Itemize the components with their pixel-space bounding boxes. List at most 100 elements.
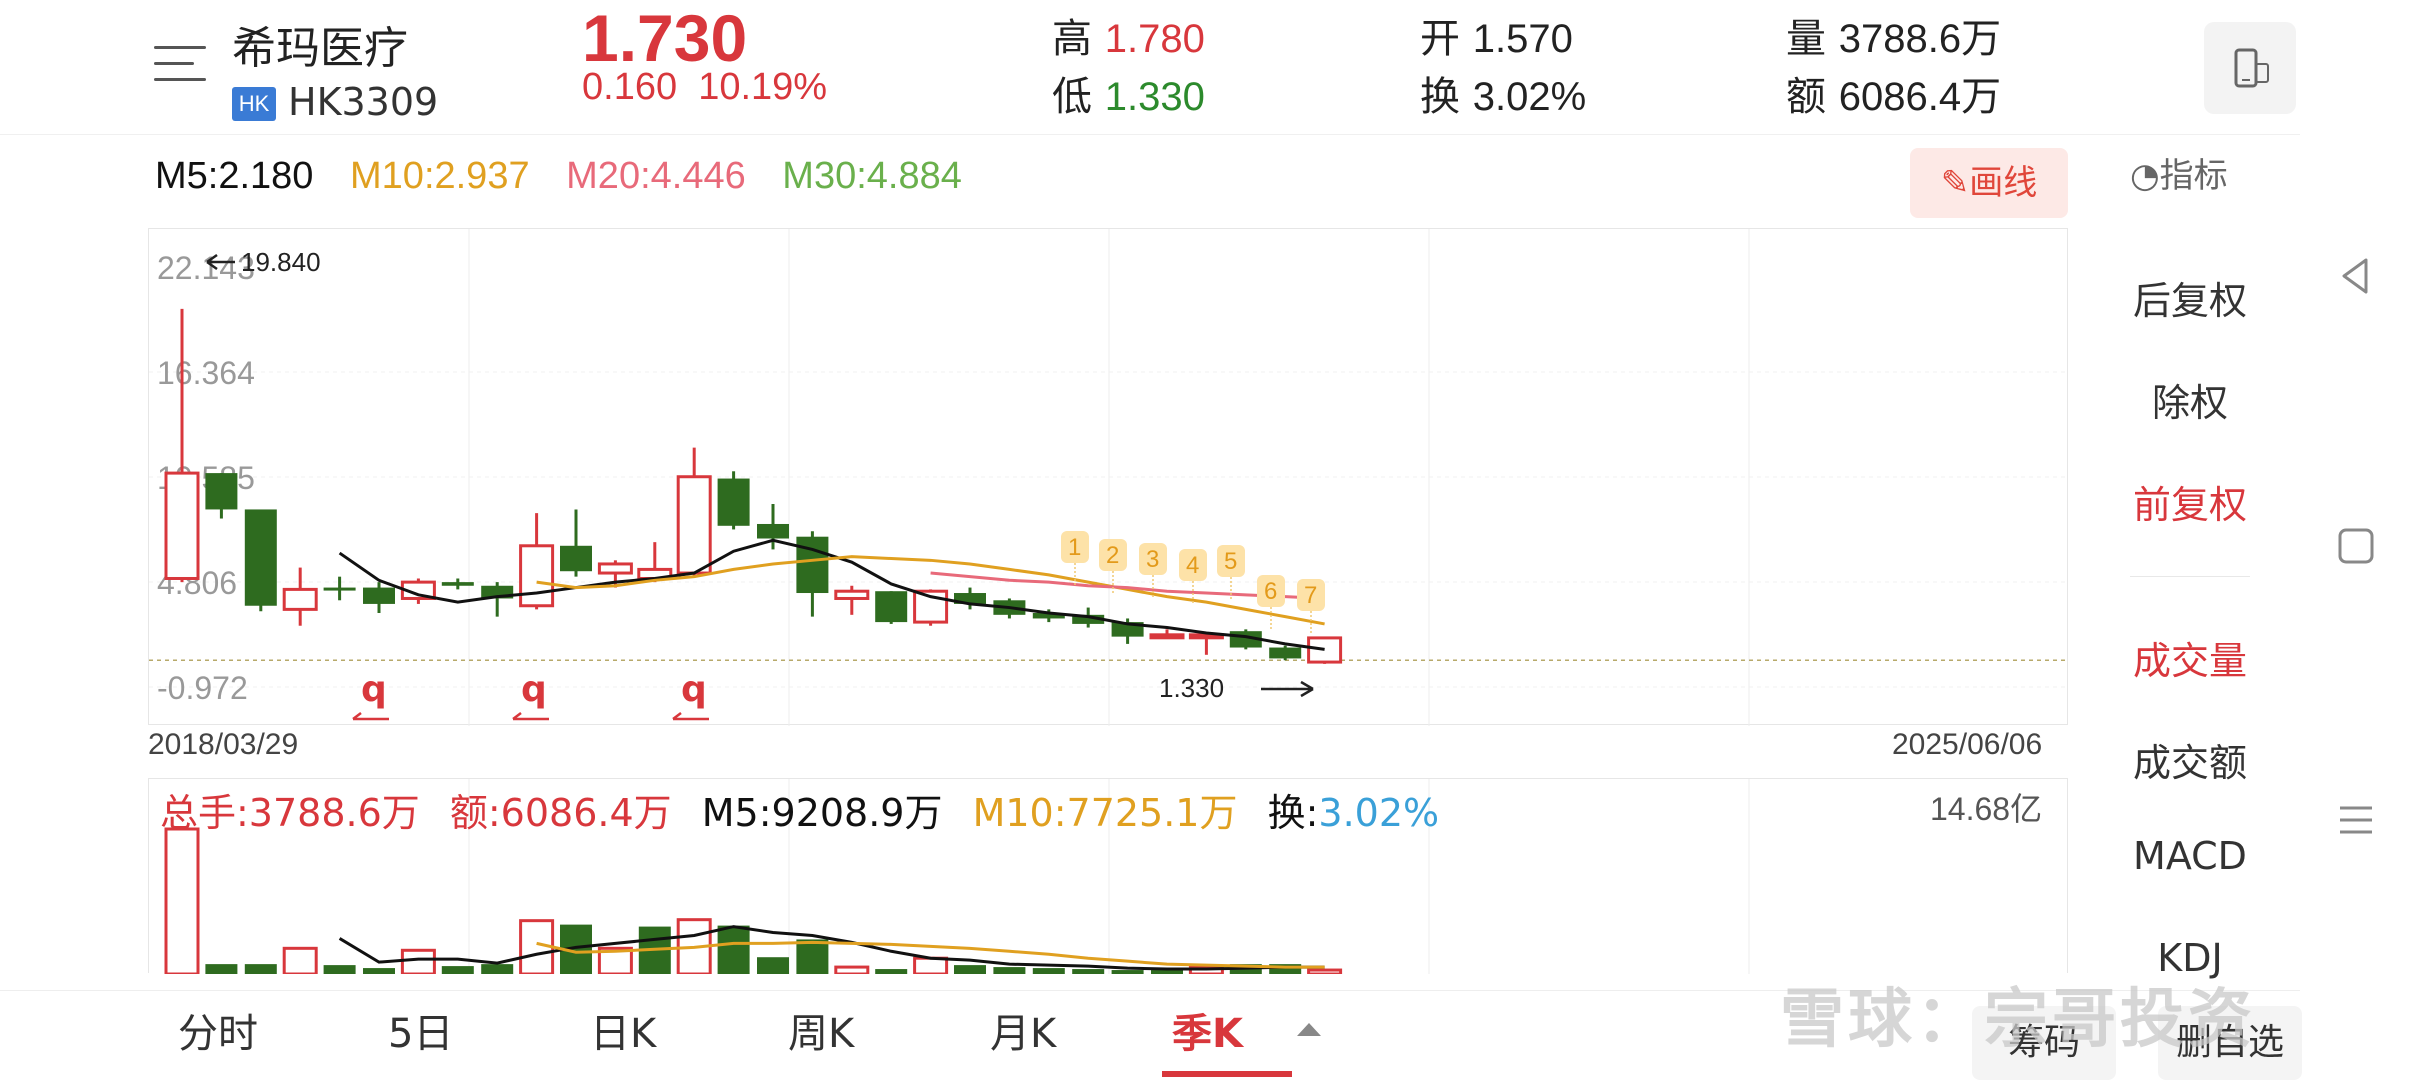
volume-bar-up — [913, 956, 949, 976]
volume-bar-down — [323, 965, 356, 974]
turnover-label: 换 — [1420, 74, 1460, 120]
tab-5day[interactable]: 5日 — [388, 1011, 454, 1057]
side-item-amount[interactable]: 成交额 — [2132, 741, 2247, 785]
indicator-button[interactable]: ◔指标 — [2130, 148, 2228, 197]
volume-ma10-line — [536, 940, 1325, 969]
candle-down — [205, 473, 238, 510]
candle-down — [560, 545, 592, 572]
stock-code: HK3309 — [288, 80, 439, 124]
candle-up — [519, 544, 555, 608]
candle-down — [954, 593, 986, 604]
numbered-marker-label: 7 — [1304, 582, 1317, 609]
volume-max-label: 14.68亿 — [1930, 791, 2043, 827]
system-nav-bar — [2300, 0, 2414, 1080]
high-stat: 高 1.780 — [1052, 6, 1205, 64]
volume-turnover-value: 3.02% — [1318, 791, 1440, 835]
candle-up — [1188, 633, 1224, 640]
active-tab-indicator — [1162, 1071, 1292, 1077]
numbered-marker-badge — [1139, 543, 1167, 575]
side-item-volume[interactable]: 成交量 — [2132, 639, 2247, 683]
volume-bar-down — [205, 964, 238, 974]
volume-bar-down — [993, 967, 1026, 974]
draw-line-button[interactable]: ✎画线 — [1910, 148, 2068, 218]
volume-bar-up — [519, 919, 555, 976]
volume-label: 量 — [1786, 16, 1826, 62]
volume-bar-up — [282, 946, 318, 976]
ma20-label: M20:4.446 — [566, 155, 746, 197]
volume-legend: 总手:3788.6万 额:6086.4万 M5:9208.9万 M10:7725… — [160, 782, 1457, 837]
volume-value: 3788.6万 — [1838, 17, 2002, 61]
kline-chart[interactable]: 22.14316.36410.5854.806-0.97219.8401.330… — [148, 228, 2069, 726]
low-price-marker: 1.330 — [1159, 673, 1224, 703]
y-tick-label: 22.143 — [157, 250, 255, 286]
landscape-toggle-button[interactable] — [2204, 22, 2296, 114]
candle-down — [363, 587, 395, 604]
remove-watchlist-button[interactable]: 删自选 — [2158, 1006, 2302, 1080]
high-label: 高 — [1052, 16, 1092, 62]
back-icon[interactable] — [2334, 254, 2378, 298]
candle-down — [244, 509, 277, 606]
open-stat: 开 1.570 — [1420, 6, 1573, 64]
volume-turnover-label: 换: — [1267, 791, 1319, 835]
candle-down — [1269, 647, 1302, 659]
tab-intraday[interactable]: 分时 — [178, 1011, 258, 1057]
volume-chart[interactable] — [148, 778, 2068, 976]
candle-up — [597, 562, 633, 575]
ma30-label: M30:4.884 — [782, 155, 962, 197]
high-value: 1.780 — [1104, 17, 1205, 61]
pencil-icon: ✎ — [1940, 163, 1970, 203]
recents-icon[interactable] — [2336, 800, 2376, 840]
volume-bar-down — [481, 964, 514, 974]
event-marker-q: q — [681, 669, 707, 710]
period-tabs: 分时 5日 日K 周K 月K 季K — [0, 990, 2300, 1080]
numbered-marker-label: 4 — [1186, 552, 1199, 579]
ma5-line — [338, 538, 1325, 651]
event-arrow-icon — [672, 712, 709, 721]
numbered-marker-badge — [1217, 545, 1245, 577]
tab-daily[interactable]: 日K — [590, 1011, 657, 1057]
side-item-post-adjust[interactable]: 后复权 — [2132, 279, 2247, 323]
event-arrow-icon — [512, 712, 549, 721]
numbered-marker-label: 3 — [1146, 546, 1159, 573]
tab-weekly[interactable]: 周K — [788, 1011, 855, 1057]
ma-legend: M5:2.180 M10:2.937 M20:4.446 M30:4.884 — [155, 155, 988, 198]
volume-bar-up — [1307, 968, 1343, 976]
candle-down — [1032, 613, 1065, 619]
volume-bar-down — [757, 957, 789, 974]
numbered-marker-label: 5 — [1224, 548, 1237, 575]
menu-icon[interactable] — [154, 42, 206, 84]
start-date: 2018/03/29 — [148, 728, 299, 761]
side-item-kdj[interactable]: KDJ — [2157, 936, 2223, 980]
volume-bar-up — [164, 827, 200, 976]
event-arrow-icon — [352, 712, 389, 721]
tab-monthly[interactable]: 月K — [990, 1011, 1057, 1057]
tab-quarterly[interactable]: 季K — [1172, 1011, 1243, 1057]
ma10-label: M10:2.937 — [350, 155, 530, 197]
side-item-pre-adjust[interactable]: 前复权 — [2132, 483, 2247, 527]
amount-value: 6086.4万 — [1838, 75, 2002, 119]
caret-up-icon[interactable] — [1294, 1019, 1324, 1039]
side-item-ex-rights[interactable]: 除权 — [2151, 381, 2228, 425]
candle-down — [441, 582, 474, 586]
numbered-marker-badge — [1099, 539, 1127, 571]
y-tick-label: -0.972 — [157, 670, 248, 706]
home-icon[interactable] — [2336, 526, 2376, 566]
volume-bar-down — [1151, 970, 1183, 974]
volume-bar-up — [400, 948, 436, 976]
volume-bar-down — [363, 968, 395, 974]
candle-down — [717, 478, 750, 526]
low-stat: 低 1.330 — [1052, 64, 1205, 122]
end-date: 2025/06/06 — [1892, 728, 2043, 761]
side-item-macd[interactable]: MACD — [2133, 834, 2247, 878]
indicator-label: 指标 — [2159, 156, 2228, 196]
chips-button[interactable]: 筹码 — [1972, 1006, 2116, 1080]
kline-svg: 22.14316.36410.5854.806-0.97219.8401.330… — [149, 229, 2069, 726]
volume-m5: M5:9208.9万 — [701, 791, 943, 835]
y-tick-label: 16.364 — [157, 355, 255, 391]
volume-stat: 量 3788.6万 — [1786, 6, 2001, 64]
volume-bar-up — [834, 965, 870, 976]
volume-bar-down — [717, 925, 750, 974]
total-volume: 总手:3788.6万 — [160, 791, 420, 835]
amount-stat: 额 6086.4万 — [1786, 64, 2001, 122]
watermark: 雪球：宗哥投资 — [1780, 983, 2256, 1057]
